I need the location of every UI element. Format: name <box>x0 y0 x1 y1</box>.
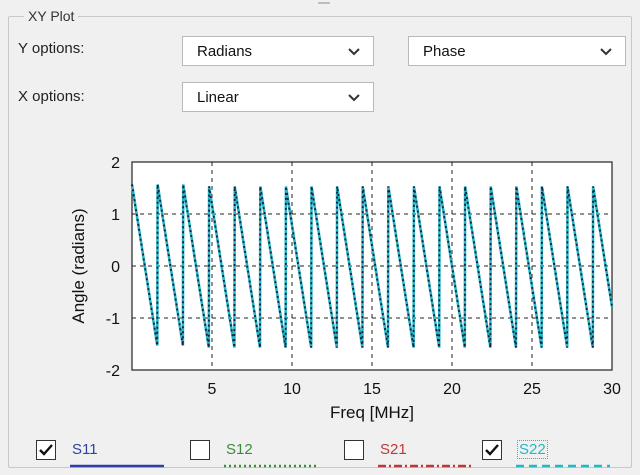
y-tick-label: 1 <box>111 207 120 224</box>
chevron-down-icon <box>348 48 360 56</box>
x-scale-value: Linear <box>197 89 239 106</box>
legend-label: S22 <box>517 440 548 459</box>
checkbox-s12[interactable] <box>190 440 210 460</box>
y-axis-label: Angle (radians) <box>69 208 88 323</box>
y-unit-select[interactable]: Radians <box>182 36 374 66</box>
group-title: XY Plot <box>24 8 79 24</box>
legend-item-s11: S11 <box>36 436 186 472</box>
legend-line-sample <box>516 464 610 468</box>
legend-item-s22: S22 <box>482 436 632 472</box>
y-unit-value: Radians <box>197 43 253 60</box>
checkmark-icon <box>39 444 53 456</box>
x-options-label: X options: <box>18 88 85 105</box>
legend-item-s21: S21 <box>344 436 494 472</box>
checkbox-s21[interactable] <box>344 440 364 460</box>
checkbox-s22[interactable] <box>482 440 502 460</box>
x-tick-label: 30 <box>603 381 621 398</box>
xy-plot: 5 10 15 20 25 30 2 1 0 -1 -2 Freq [MHz] Angle (radia… <box>0 150 640 430</box>
legend-line-sample <box>224 464 318 468</box>
x-tick-label: 10 <box>283 381 301 398</box>
checkmark-icon <box>485 444 499 456</box>
legend-line-sample <box>378 464 472 468</box>
y-tick-label: 0 <box>111 259 120 276</box>
legend-label: S12 <box>226 441 253 458</box>
y-tick-label: -2 <box>106 363 120 380</box>
checkbox-s11[interactable] <box>36 440 56 460</box>
legend-label: S11 <box>72 441 98 458</box>
resize-grip[interactable] <box>318 2 330 4</box>
y-tick-label: 2 <box>111 155 120 172</box>
chevron-down-icon <box>348 94 360 102</box>
x-tick-label: 5 <box>208 381 217 398</box>
group-frame <box>8 16 632 468</box>
y-quantity-select[interactable]: Phase <box>408 36 626 66</box>
x-tick-label: 25 <box>523 381 541 398</box>
series-line-s11 <box>131 184 613 348</box>
y-options-label: Y options: <box>18 40 85 57</box>
x-tick-label: 20 <box>443 381 461 398</box>
y-quantity-value: Phase <box>423 43 466 60</box>
chevron-down-icon <box>600 48 612 56</box>
legend-label: S21 <box>380 441 407 458</box>
x-scale-select[interactable]: Linear <box>182 82 374 112</box>
legend-item-s12: S12 <box>190 436 340 472</box>
x-axis-label: Freq [MHz] <box>330 403 414 422</box>
y-tick-label: -1 <box>106 311 120 328</box>
x-tick-label: 15 <box>363 381 381 398</box>
legend-line-sample <box>70 464 164 468</box>
